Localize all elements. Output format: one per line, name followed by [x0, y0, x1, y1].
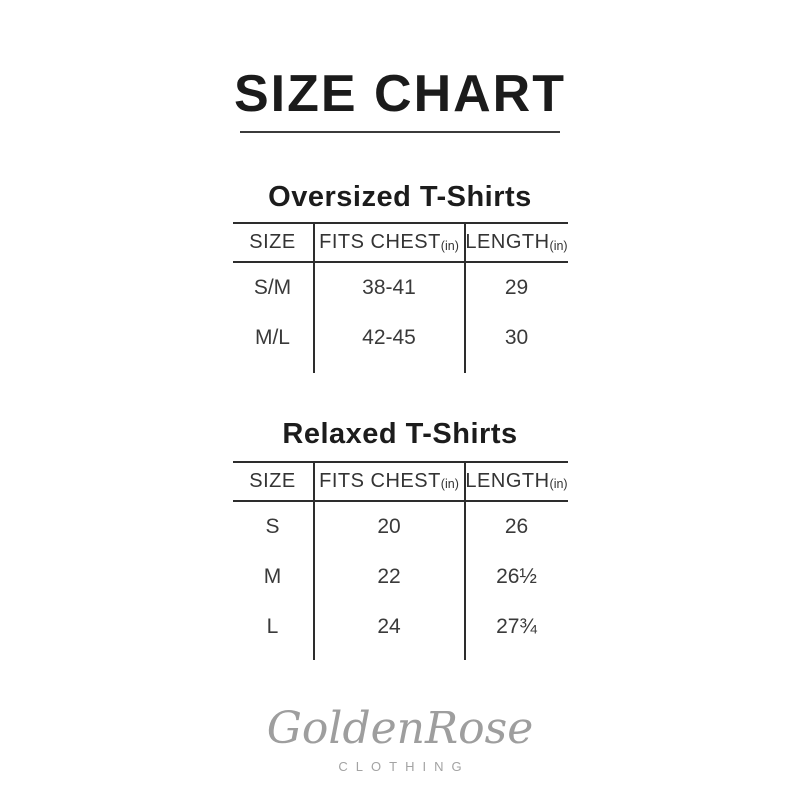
cell-length: 30: [504, 326, 529, 350]
column-header-fits-chest: FITS CHEST (in): [312, 462, 466, 500]
brand-clothing-label: CLOTHING: [338, 759, 470, 775]
column-header-label: LENGTH: [465, 231, 550, 254]
cell-size: L: [266, 614, 279, 638]
table-row: M/L 42-45 30: [233, 313, 568, 364]
size-table-relaxed: SIZE FITS CHEST (in) LENGTH (in) S 20 26 M…: [232, 460, 568, 660]
table-header-row: SIZE FITS CHEST (in) LENGTH (in): [232, 460, 568, 502]
cell-chest: 42-45: [312, 313, 466, 364]
brand-script-wordmark: GoldenRose: [266, 702, 534, 754]
size-table-oversized: SIZE FITS CHEST (in) LENGTH (in) S/M 38-41…: [232, 222, 568, 374]
cell-length: 26½: [496, 564, 537, 588]
table-rule-extension: [233, 651, 568, 660]
cell-size: S/M: [253, 276, 292, 300]
table-rule-extension: [233, 363, 568, 374]
cell-length: 26: [504, 514, 529, 538]
column-header-label: SIZE: [249, 469, 296, 492]
cell-chest: 22: [312, 551, 466, 602]
section-heading-relaxed: Relaxed T-Shirts: [282, 418, 518, 451]
cell-length: 27¾: [496, 614, 537, 638]
table-header-row: SIZE FITS CHEST (in) LENGTH (in): [232, 222, 568, 264]
column-header-length: LENGTH (in): [465, 463, 568, 500]
column-header-size: SIZE: [233, 463, 313, 500]
column-header-unit: (in): [440, 238, 459, 253]
column-header-unit: (in): [549, 477, 568, 492]
cell-size: M: [263, 564, 282, 588]
table-row: M 22 26½: [233, 551, 568, 602]
column-header-size: SIZE: [233, 224, 313, 261]
column-header-label: FITS CHEST: [319, 469, 441, 492]
title-underline: [240, 131, 560, 133]
page-title: SIZE CHART: [234, 65, 566, 123]
column-header-length: LENGTH (in): [465, 224, 568, 261]
column-header-unit: (in): [549, 238, 568, 253]
cell-size: S: [265, 514, 280, 538]
table-row: S 20 26: [233, 501, 568, 552]
cell-chest: 20: [312, 501, 466, 552]
brand-logo: GoldenRose CLOTHING: [0, 702, 800, 775]
table-row: S/M 38-41 29: [233, 263, 568, 314]
column-header-label: LENGTH: [465, 469, 550, 492]
column-header-label: FITS CHEST: [319, 231, 441, 254]
section-heading-oversized: Oversized T-Shirts: [268, 181, 532, 213]
column-header-unit: (in): [440, 477, 459, 492]
cell-length: 29: [504, 276, 529, 300]
table-row: L 24 27¾: [233, 601, 568, 652]
cell-chest: 38-41: [312, 263, 466, 314]
column-header-label: SIZE: [249, 231, 296, 254]
cell-size: M/L: [254, 326, 290, 350]
column-header-fits-chest: FITS CHEST (in): [312, 224, 466, 262]
cell-chest: 24: [312, 601, 466, 652]
